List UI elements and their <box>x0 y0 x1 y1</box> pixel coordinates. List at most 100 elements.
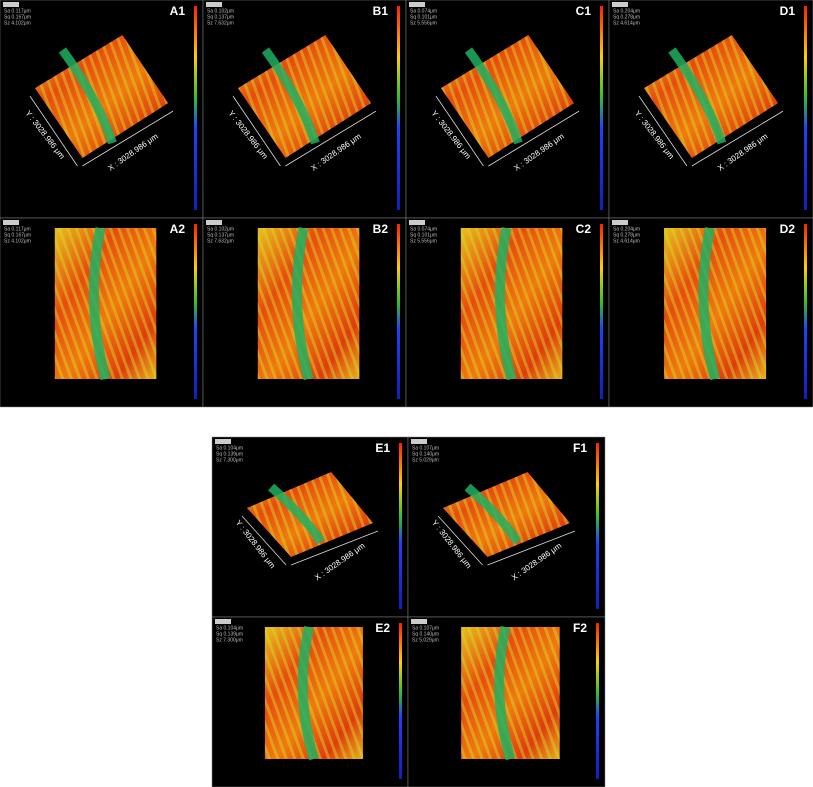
roughness-stat: Sq 0.278μm <box>613 232 640 238</box>
roughness-stat: Sq 0.101μm <box>410 14 437 20</box>
roughness-stat: Sz 4.614μm <box>613 238 640 244</box>
surface-texture <box>257 228 360 379</box>
roughness-stat: Sz 4.102μm <box>4 20 31 26</box>
axis-line <box>437 515 483 566</box>
surface-texture <box>461 627 560 759</box>
roughness-stat: Sq 0.139μm <box>216 631 243 637</box>
logo <box>215 619 231 624</box>
surface-texture <box>54 228 157 379</box>
panel-label: D1 <box>780 4 796 18</box>
groove <box>494 625 516 761</box>
roughness-stat: Sa 0.107μm <box>412 445 439 451</box>
groove <box>297 625 319 761</box>
roughness-stat: Sq 0.137μm <box>207 14 234 20</box>
roughness-stat: Sz 7.300μm <box>216 457 243 463</box>
roughness-stat: Sz 4.102μm <box>4 238 31 244</box>
logo <box>3 2 19 7</box>
surface-texture <box>644 35 778 158</box>
roughness-stat: Sa 0.102μm <box>207 226 234 232</box>
color-scale <box>399 623 402 779</box>
groove <box>88 227 111 381</box>
roughness-stat: Sa 0.204μm <box>613 226 640 232</box>
groove <box>58 47 117 145</box>
color-scale <box>596 623 599 779</box>
groove <box>291 227 314 381</box>
color-scale <box>194 224 197 399</box>
surface-texture <box>460 228 563 379</box>
panel-label: C1 <box>576 4 592 18</box>
surface-texture <box>247 472 373 557</box>
color-scale <box>397 224 400 399</box>
logo <box>411 439 427 444</box>
logo <box>215 439 231 444</box>
roughness-stat: Sz 7.632μm <box>207 238 234 244</box>
surface-texture <box>443 472 570 557</box>
axis-line <box>487 530 576 566</box>
roughness-stat: Sz 7.300μm <box>216 637 243 643</box>
axis-line <box>232 95 281 167</box>
surface-texture <box>264 627 363 759</box>
axis-line <box>285 110 377 167</box>
logo <box>411 619 427 624</box>
roughness-stat: Sq 0.139μm <box>216 451 243 457</box>
panel-label: E1 <box>375 441 390 455</box>
color-scale <box>399 443 402 609</box>
roughness-stat: Sa 0.107μm <box>412 625 439 631</box>
axis-line <box>29 95 78 167</box>
logo <box>206 2 222 7</box>
groove <box>268 483 325 545</box>
roughness-stat: Sa 0.074μm <box>410 226 437 232</box>
roughness-stat: Sq 0.140μm <box>412 631 439 637</box>
panel-label: C2 <box>576 222 592 236</box>
logo <box>612 220 628 225</box>
color-scale <box>600 224 603 399</box>
logo <box>3 220 19 225</box>
groove <box>464 47 523 145</box>
roughness-stat: Sa 0.117μm <box>4 226 31 232</box>
roughness-stat: Sq 0.140μm <box>412 451 439 457</box>
roughness-stat: Sz 5.029μm <box>412 457 439 463</box>
roughness-stat: Sa 0.117μm <box>4 8 31 14</box>
groove <box>698 227 720 381</box>
roughness-stat: Sz 5.556μm <box>410 20 437 26</box>
roughness-stat: Sz 7.632μm <box>207 20 234 26</box>
axis-line <box>638 95 688 167</box>
logo <box>409 2 425 7</box>
roughness-stat: Sq 0.137μm <box>207 232 234 238</box>
roughness-stat: Sa 0.104μm <box>216 625 243 631</box>
groove <box>668 47 727 145</box>
panel-label: F1 <box>573 441 587 455</box>
logo <box>409 220 425 225</box>
axis-line <box>691 110 784 167</box>
color-scale <box>600 6 603 210</box>
color-scale <box>804 6 807 210</box>
groove <box>494 227 517 381</box>
surface-texture <box>664 228 767 379</box>
color-scale <box>596 443 599 609</box>
roughness-stat: Sz 4.614μm <box>613 20 640 26</box>
panel-label: B2 <box>373 222 389 236</box>
roughness-stat: Sa 0.204μm <box>613 8 640 14</box>
axis-line <box>488 110 580 167</box>
panel-label: F2 <box>573 621 587 635</box>
logo <box>612 2 628 7</box>
color-scale <box>397 6 400 210</box>
roughness-stat: Sz 5.029μm <box>412 637 439 643</box>
surface-texture <box>441 35 574 158</box>
panel-label: A1 <box>170 4 186 18</box>
roughness-stat: Sa 0.104μm <box>216 445 243 451</box>
panel-label: A2 <box>170 222 186 236</box>
axis-line <box>82 110 174 167</box>
